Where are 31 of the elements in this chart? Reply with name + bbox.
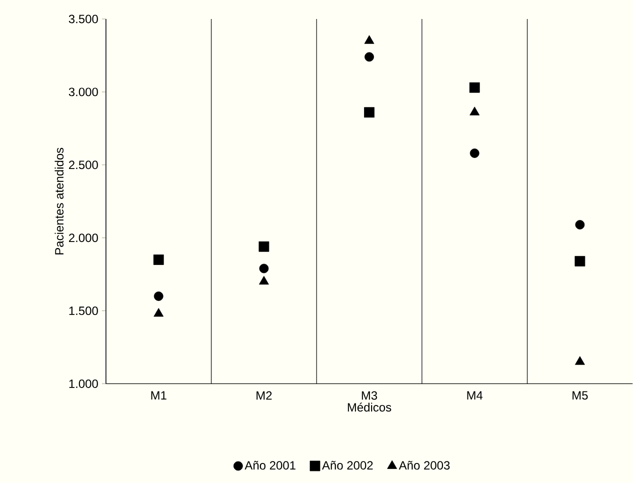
point — [259, 264, 269, 274]
point — [470, 106, 480, 116]
point — [574, 256, 586, 267]
point — [575, 220, 585, 230]
x-tick-label: M5 — [572, 391, 588, 400]
point — [469, 82, 480, 93]
y-tick-label: 3.500 — [68, 14, 98, 24]
point — [364, 35, 374, 44]
x-tick-label: M2 — [256, 391, 272, 400]
x-axis-title: Médicos — [348, 402, 392, 412]
y-axis-title: Pacientes atendidos — [54, 148, 64, 255]
legend-label: Año 2002 — [322, 461, 373, 470]
point — [154, 308, 164, 317]
point — [154, 292, 164, 302]
point — [258, 242, 270, 252]
legend-label: Año 2001 — [244, 461, 296, 470]
y-tick-label: 2.500 — [69, 160, 98, 170]
point — [574, 356, 585, 365]
y-tick-label: 1.500 — [69, 306, 98, 316]
point — [364, 52, 374, 62]
y-tick-label: 2.000 — [69, 234, 98, 242]
x-tick-label: M3 — [362, 391, 378, 400]
y-tick-label: 1.000 — [69, 380, 98, 388]
point — [258, 276, 269, 285]
x-tick-label: M1 — [151, 391, 166, 400]
legend-label: Año 2003 — [398, 461, 450, 470]
y-tick-label: 3.000 — [68, 88, 98, 96]
point — [153, 254, 164, 266]
point — [470, 148, 480, 158]
point — [364, 107, 374, 118]
x-tick-label: M4 — [467, 391, 483, 400]
